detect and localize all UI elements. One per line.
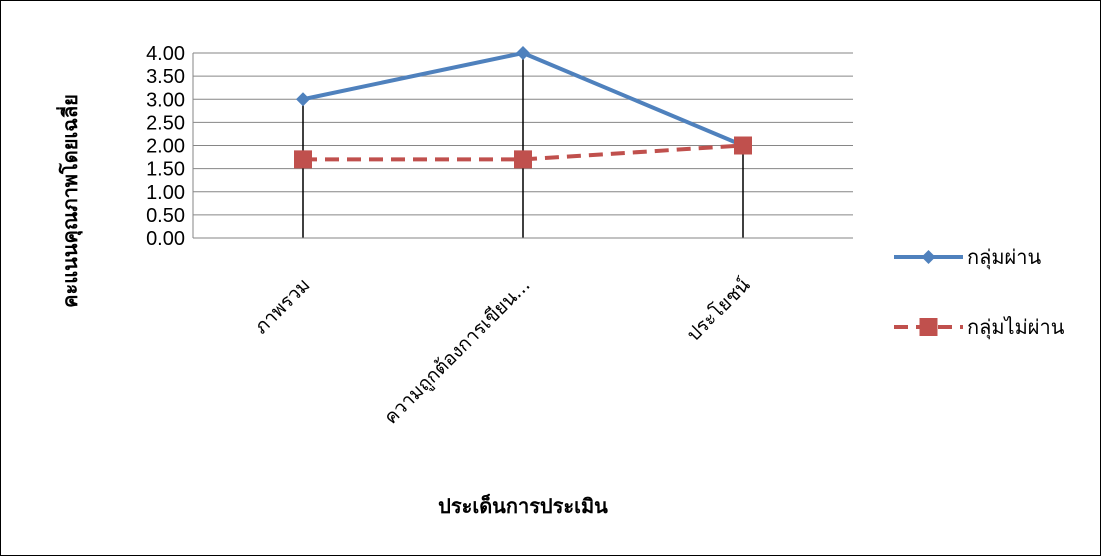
y-tick-label: 1.00 <box>146 182 185 204</box>
data-point-square <box>294 150 312 169</box>
x-category-labels: ภาพรวม ความถูกต้องการเขียน... ประโยชน์ <box>250 273 755 429</box>
series-2 <box>294 136 752 169</box>
data-point-diamond <box>296 92 310 107</box>
y-tick-label: 0.00 <box>146 228 185 250</box>
data-point-square <box>919 318 938 336</box>
drop-lines <box>302 53 744 238</box>
x-axis-title: ประเด็นการประเมิน <box>438 493 608 518</box>
y-tick-label: 2.00 <box>146 136 185 158</box>
legend-label: กลุ่มผ่าน <box>967 245 1041 270</box>
x-category-label: ภาพรวม <box>250 274 314 338</box>
x-category-label: ความถูกต้องการเขียน... <box>380 274 535 429</box>
y-tick-label: 3.00 <box>146 89 185 111</box>
y-tick-label: 3.50 <box>146 66 185 88</box>
data-point-diamond <box>516 46 530 60</box>
y-tick-label: 0.50 <box>146 205 185 227</box>
y-tick-label: 1.50 <box>146 159 185 181</box>
y-tick-labels: 0.000.501.001.502.002.503.003.504.00 <box>146 43 185 250</box>
series <box>294 46 752 169</box>
x-category-label: ประโยชน์ <box>682 273 755 346</box>
data-point-square <box>514 150 532 169</box>
y-axis-title: คะแนนคุณภาพโดยเฉลี่ย <box>55 94 83 308</box>
data-point-diamond <box>921 250 936 264</box>
legend-label: กลุ่มไม่ผ่าน <box>967 315 1065 340</box>
data-point-square <box>734 136 752 155</box>
axes <box>192 53 853 239</box>
legend-entry: กลุ่มไม่ผ่าน <box>894 315 1065 340</box>
y-tick-label: 4.00 <box>146 43 185 65</box>
legend-entry: กลุ่มผ่าน <box>894 245 1041 270</box>
y-tick-label: 2.50 <box>146 112 185 134</box>
